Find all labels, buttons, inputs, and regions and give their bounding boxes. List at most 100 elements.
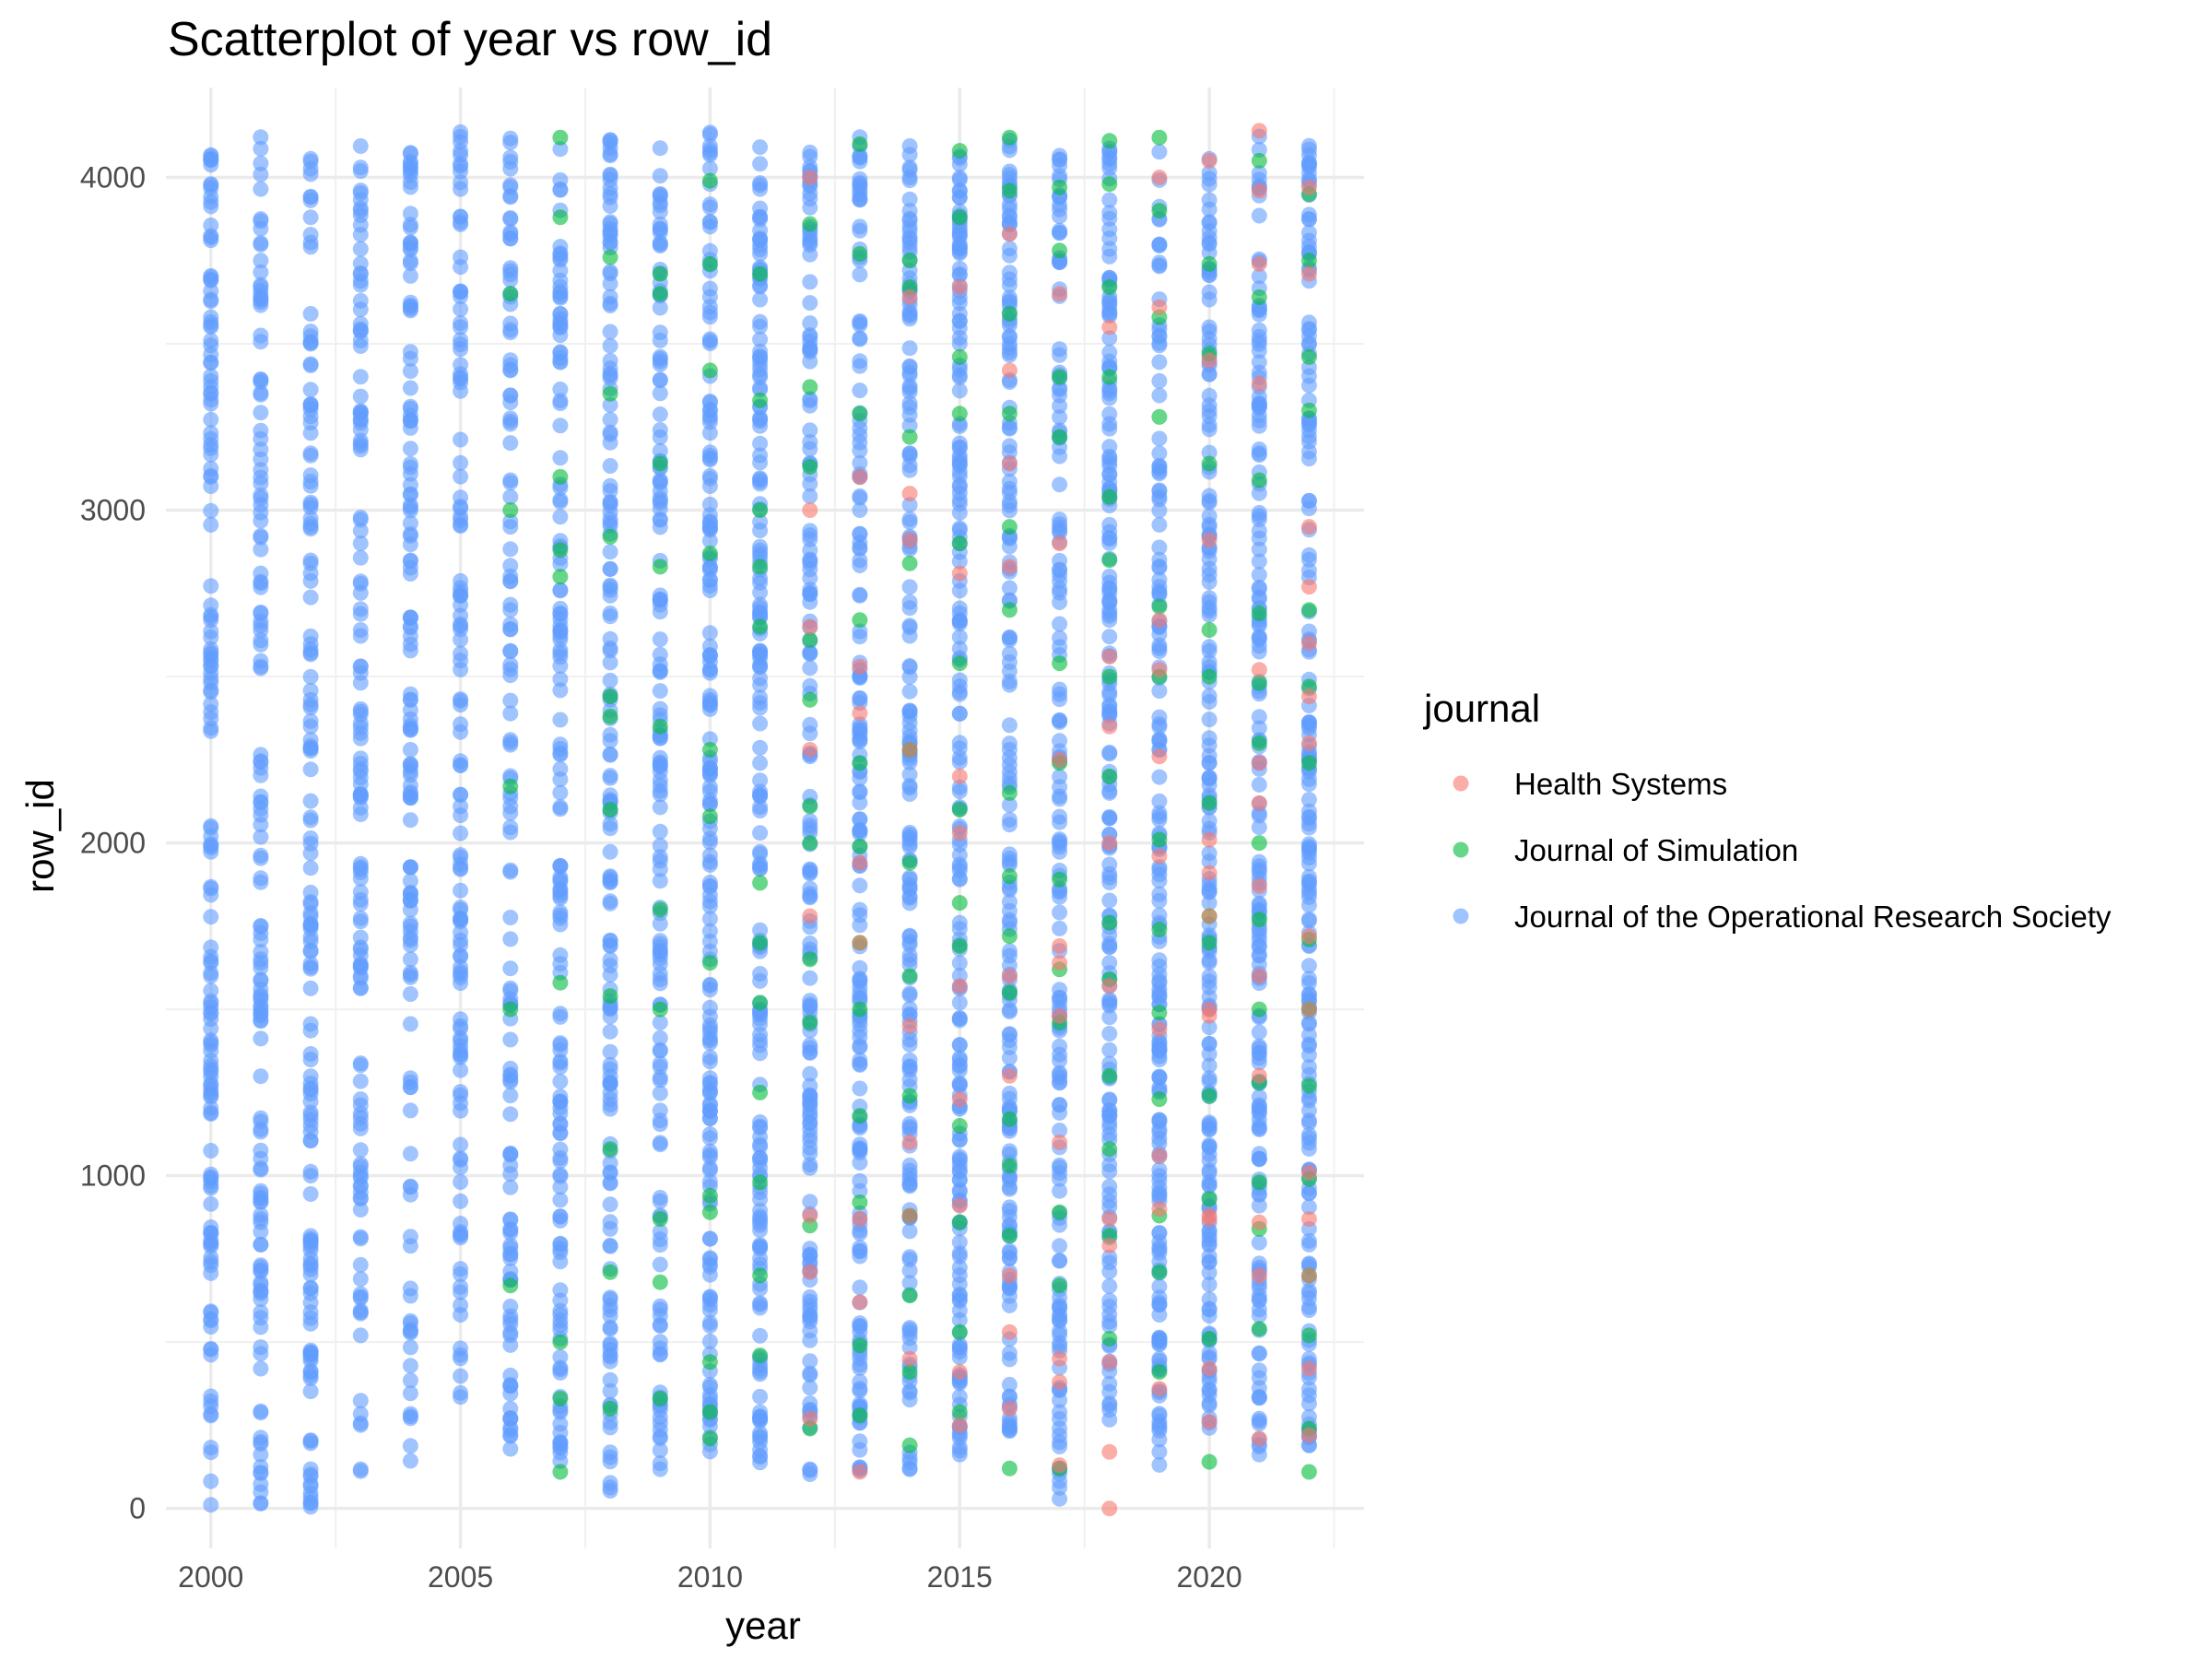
data-point	[802, 1410, 818, 1427]
data-point	[852, 705, 868, 722]
data-point	[253, 166, 269, 182]
data-point	[1201, 1088, 1218, 1104]
data-point	[352, 864, 369, 880]
data-point	[652, 1030, 668, 1046]
data-point	[253, 294, 269, 310]
data-point	[602, 672, 618, 688]
data-point	[1151, 873, 1168, 889]
data-point	[253, 155, 269, 171]
data-point	[502, 1419, 519, 1436]
data-point	[752, 843, 769, 860]
data-point	[352, 1202, 369, 1218]
y-tick-label: 0	[129, 1492, 146, 1525]
data-point	[203, 355, 219, 371]
data-point	[602, 214, 618, 230]
data-point	[1001, 1169, 1018, 1185]
data-point	[752, 935, 769, 951]
data-point	[1151, 922, 1168, 937]
data-point	[602, 951, 618, 968]
data-point	[1251, 606, 1267, 621]
data-point	[552, 284, 569, 300]
data-point	[701, 126, 718, 143]
data-point	[701, 199, 718, 216]
data-point	[951, 1131, 968, 1147]
data-point	[951, 1214, 968, 1230]
data-point	[1001, 406, 1018, 422]
data-point	[652, 1298, 668, 1314]
data-point	[852, 1120, 868, 1136]
data-point	[253, 1291, 269, 1308]
data-point	[1001, 362, 1018, 379]
data-point	[951, 938, 968, 954]
data-point	[701, 1430, 718, 1447]
data-point	[802, 835, 818, 852]
data-point	[552, 311, 569, 327]
data-point	[1001, 1388, 1018, 1405]
data-point	[1151, 465, 1168, 482]
data-point	[352, 913, 369, 930]
data-point	[901, 406, 918, 423]
data-point	[602, 458, 618, 474]
data-point	[901, 1322, 918, 1338]
data-point	[602, 787, 618, 804]
data-point	[701, 1008, 718, 1025]
data-point	[1151, 808, 1168, 825]
data-point	[752, 772, 769, 789]
data-point	[502, 416, 519, 432]
data-point	[602, 708, 618, 724]
data-point	[502, 1376, 519, 1393]
data-point	[852, 314, 868, 331]
data-point	[602, 606, 618, 621]
data-point	[352, 1304, 369, 1321]
data-point	[901, 1350, 918, 1367]
data-point	[1101, 1383, 1118, 1400]
data-point	[1251, 445, 1267, 462]
data-point	[302, 1016, 319, 1032]
data-point	[352, 138, 369, 154]
data-point	[802, 1037, 818, 1053]
data-point	[1251, 485, 1267, 501]
data-point	[1001, 796, 1018, 813]
data-point	[701, 760, 718, 777]
data-point	[951, 1052, 968, 1068]
data-point	[502, 519, 519, 535]
data-point	[402, 642, 418, 659]
data-point	[901, 668, 918, 685]
data-point	[1201, 164, 1218, 181]
data-point	[203, 1473, 219, 1489]
data-point	[1300, 500, 1317, 517]
data-point	[951, 1234, 968, 1251]
data-point	[1201, 1414, 1218, 1430]
data-point	[552, 771, 569, 788]
data-point	[1251, 530, 1267, 547]
data-point	[552, 1464, 569, 1480]
data-point	[203, 1249, 219, 1265]
data-point	[203, 1020, 219, 1037]
data-point	[1251, 968, 1267, 984]
data-point	[402, 742, 418, 758]
data-point	[1300, 1236, 1317, 1253]
data-point	[302, 589, 319, 606]
data-point	[752, 670, 769, 687]
data-point	[951, 245, 968, 262]
data-point	[453, 798, 469, 815]
data-point	[752, 343, 769, 359]
data-point	[502, 387, 519, 404]
data-point	[552, 129, 569, 146]
data-point	[352, 241, 369, 257]
data-point	[951, 1248, 968, 1265]
data-point	[951, 783, 968, 800]
data-point	[752, 1366, 769, 1382]
x-tick-label: 2015	[927, 1560, 993, 1594]
data-point	[203, 147, 219, 164]
data-point	[1300, 975, 1317, 992]
data-point	[302, 1186, 319, 1202]
data-point	[602, 249, 618, 265]
data-point	[253, 1030, 269, 1047]
data-point	[1001, 879, 1018, 896]
data-point	[1151, 129, 1168, 146]
data-point	[453, 860, 469, 877]
data-point	[1052, 1350, 1068, 1367]
data-point	[253, 1436, 269, 1453]
